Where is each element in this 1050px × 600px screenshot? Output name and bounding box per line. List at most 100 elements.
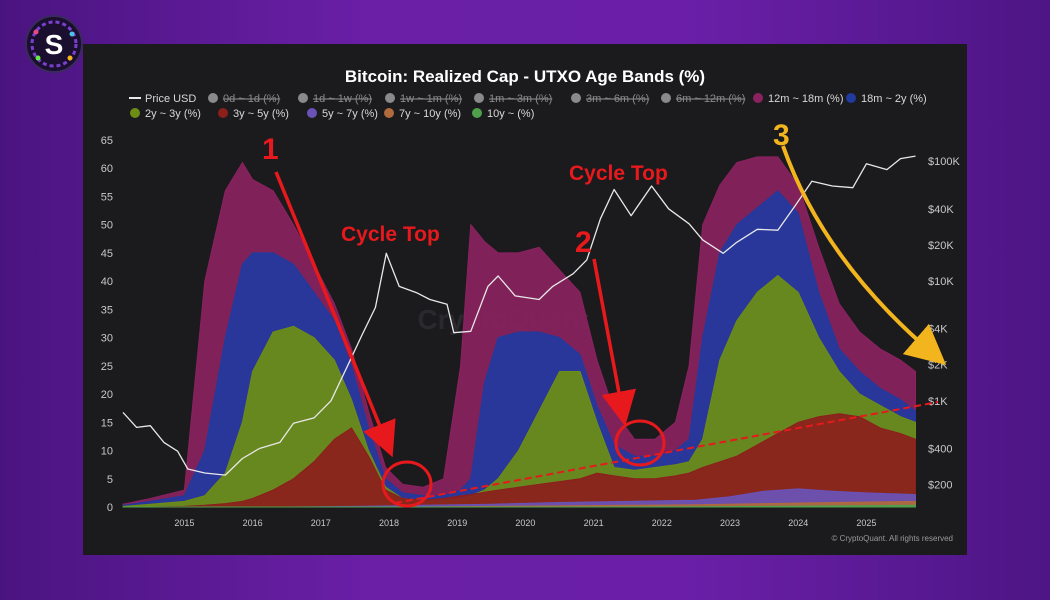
y-left-tick: 20: [101, 389, 113, 401]
trend-line: [394, 401, 939, 504]
legend-item[interactable]: 10y ~ (%): [472, 108, 534, 120]
legend-item[interactable]: 1d ~ 1w (%): [298, 93, 372, 105]
legend-label: 5y ~ 7y (%): [322, 108, 378, 120]
y-right-tick: $20K: [928, 240, 954, 252]
y-left-tick: 30: [101, 333, 113, 345]
legend-label: 18m ~ 2y (%): [861, 93, 927, 105]
y-left-tick: 45: [101, 248, 113, 260]
x-tick: 2021: [584, 518, 604, 528]
legend-dot-marker: [474, 93, 484, 103]
x-tick: 2016: [243, 518, 263, 528]
arrow-2: [592, 258, 636, 427]
area-b10y: [123, 504, 916, 508]
y-left-tick: 5: [107, 474, 113, 486]
circle-2021-bottom: [614, 419, 666, 467]
annotation-label-1: 1: [262, 133, 279, 166]
legend-label: 12m ~ 18m (%): [768, 93, 844, 105]
y-left-tick: 50: [101, 220, 113, 232]
legend-dot-marker: [298, 93, 308, 103]
y-left-tick: 0: [107, 502, 113, 514]
legend-item[interactable]: 3m ~ 6m (%): [571, 93, 649, 105]
y-left-tick: 60: [101, 163, 113, 175]
legend-dot-marker: [384, 108, 394, 118]
band-areas: [122, 156, 916, 508]
y-left-tick: 65: [101, 135, 113, 147]
legend-label: 1m ~ 3m (%): [489, 93, 552, 105]
legend-label: 7y ~ 10y (%): [399, 108, 461, 120]
legend-label: 0d ~ 1d (%): [223, 93, 280, 105]
realized-cap-chart: Bitcoin: Realized Cap - UTXO Age Bands (…: [101, 67, 961, 543]
legend-item[interactable]: 7y ~ 10y (%): [384, 108, 461, 120]
legend-item[interactable]: 1m ~ 3m (%): [474, 93, 552, 105]
circle-2018-bottom: [381, 460, 433, 508]
x-tick: 2015: [174, 518, 194, 528]
legend-item[interactable]: 0d ~ 1d (%): [208, 93, 280, 105]
y-right-tick: $200: [928, 480, 952, 492]
y-left-tick: 35: [101, 304, 113, 316]
y-right-tick: $40K: [928, 204, 954, 216]
cycle-top-label-1: Cycle Top: [341, 223, 440, 246]
y-left-tick: 25: [101, 361, 113, 373]
y-right-tick: $100K: [928, 156, 960, 168]
legend-label: 1w ~ 1m (%): [400, 93, 462, 105]
x-tick: 2025: [856, 518, 876, 528]
legend-item[interactable]: 6m ~ 12m (%): [661, 93, 745, 105]
chart-panel: Bitcoin: Realized Cap - UTXO Age Bands (…: [83, 44, 967, 555]
y-left-tick: 40: [101, 276, 113, 288]
arrow-1: [274, 171, 396, 458]
annotation-label-3: 3: [773, 119, 790, 152]
legend-dot-marker: [307, 108, 317, 118]
legend-dot-marker: [661, 93, 671, 103]
legend-label: 10y ~ (%): [487, 108, 534, 120]
legend-label: Price USD: [145, 93, 196, 105]
x-tick: 2018: [379, 518, 399, 528]
legend-item[interactable]: 1w ~ 1m (%): [385, 93, 462, 105]
legend-dot-marker: [130, 108, 140, 118]
legend-item[interactable]: 12m ~ 18m (%): [753, 93, 844, 105]
legend-item[interactable]: 2y ~ 3y (%): [130, 108, 201, 120]
legend-dot-marker: [846, 93, 856, 103]
annotations: 1 2 3 Cycle Top Cycle Top: [262, 119, 947, 508]
y-right-tick: $4K: [928, 324, 948, 336]
legend-label: 1d ~ 1w (%): [313, 93, 372, 105]
legend-dot-marker: [753, 93, 763, 103]
legend-item[interactable]: 18m ~ 2y (%): [846, 93, 927, 105]
annotation-label-2: 2: [575, 226, 592, 259]
legend-dot-marker: [571, 93, 581, 103]
legend-item[interactable]: Price USD: [129, 93, 196, 105]
legend-item[interactable]: 3y ~ 5y (%): [218, 108, 289, 120]
x-tick: 2023: [720, 518, 740, 528]
copyright-text: © CryptoQuant. All rights reserved: [832, 534, 954, 543]
price-line-group: [122, 155, 916, 476]
area-b5y7y: [123, 488, 916, 508]
s-logo-icon: S: [25, 15, 83, 73]
legend-label: 6m ~ 12m (%): [676, 93, 745, 105]
legend-label: 3y ~ 5y (%): [233, 108, 289, 120]
x-tick: 2019: [447, 518, 467, 528]
legend-dot-marker: [472, 108, 482, 118]
y-right-tick: $2K: [928, 360, 948, 372]
x-tick: 2022: [652, 518, 672, 528]
y-right-tick: $400: [928, 443, 952, 455]
legend-dot-marker: [385, 93, 395, 103]
legend-dot-marker: [208, 93, 218, 103]
y-left-tick: 55: [101, 191, 113, 203]
x-tick: 2024: [788, 518, 808, 528]
y-left-tick: 10: [101, 446, 113, 458]
legend: Price USD 0d ~ 1d (%) 1d ~ 1w (%) 1w ~ 1m (…: [129, 93, 927, 120]
legend-label: 2y ~ 3y (%): [145, 108, 201, 120]
area-b3y5y: [123, 413, 916, 508]
y-left-tick: 15: [101, 417, 113, 429]
legend-item[interactable]: 5y ~ 7y (%): [307, 108, 378, 120]
y-right-tick: $1K: [928, 396, 948, 408]
legend-label: 3m ~ 6m (%): [586, 93, 649, 105]
legend-dot-marker: [218, 108, 228, 118]
y-right-tick: $10K: [928, 276, 954, 288]
price-line: [122, 155, 916, 476]
svg-text:S: S: [45, 29, 64, 60]
area-b2y3y: [122, 274, 916, 508]
arrow-3: [781, 145, 947, 366]
cycle-top-label-2: Cycle Top: [569, 162, 668, 185]
x-tick: 2020: [515, 518, 535, 528]
chart-title: Bitcoin: Realized Cap - UTXO Age Bands (…: [345, 67, 705, 86]
